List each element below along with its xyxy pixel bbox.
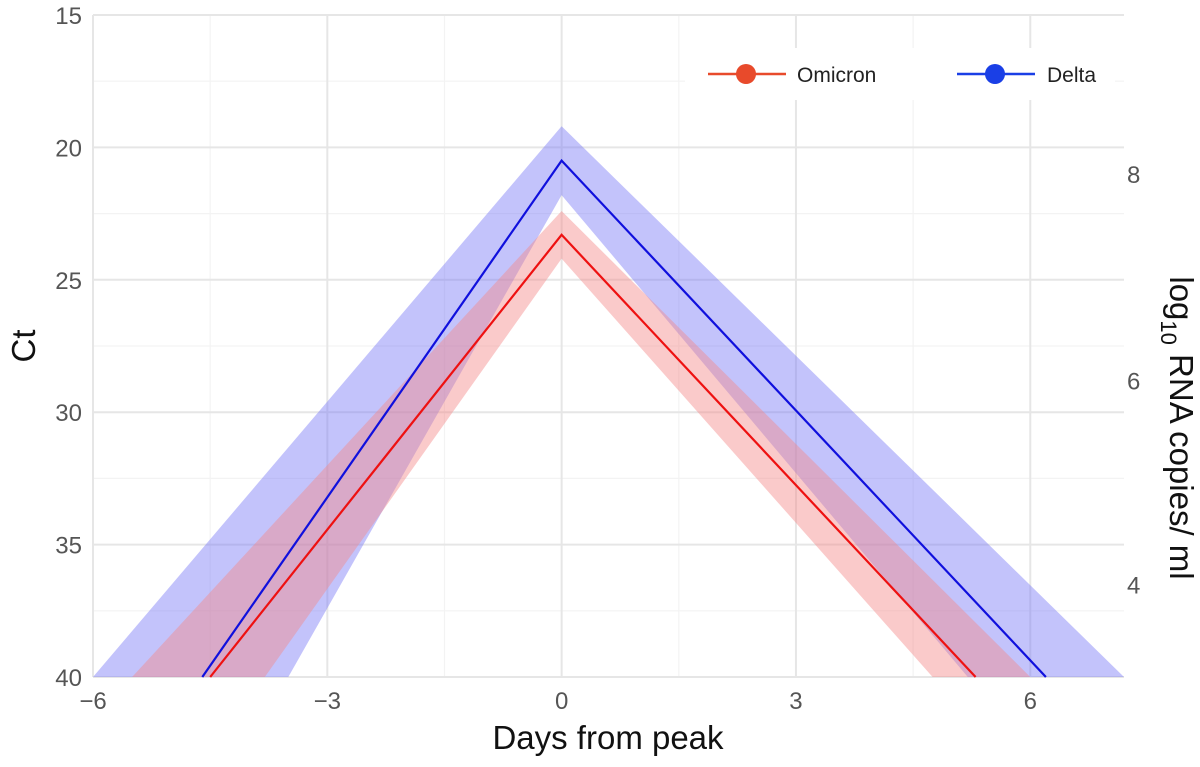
y-tick-label: 20	[55, 135, 82, 162]
line-omicron	[209, 233, 977, 678]
x-axis-title: Days from peak	[492, 719, 724, 756]
y2-tick-label: 4	[1127, 572, 1140, 599]
x-tick-label: 0	[555, 688, 568, 715]
y2-axis-title-subscript: 10	[1156, 320, 1181, 344]
band-delta	[93, 126, 1124, 677]
x-tick-label: 3	[789, 688, 802, 715]
y-tick-label: 35	[55, 533, 82, 560]
legend-marker-delta	[985, 64, 1005, 84]
band-omicron	[132, 211, 1031, 677]
line-delta	[201, 158, 1047, 678]
legend-label-omicron: Omicron	[797, 64, 876, 87]
grid-lines	[92, 14, 1124, 678]
y-tick-label: 25	[55, 268, 82, 295]
legend: Omicron Delta	[685, 48, 1115, 100]
x-tick-label: −3	[314, 688, 341, 715]
series-lines	[201, 158, 1047, 678]
legend-marker-omicron	[736, 64, 756, 84]
tick-labels: −6 −3 0 3 6 15 20 25 30 35 40 8 6 4	[55, 3, 1140, 715]
y2-axis-title-log: log	[1163, 276, 1200, 320]
y-tick-label: 40	[55, 665, 82, 692]
y2-axis-title-rest: RNA copies/ ml	[1163, 345, 1200, 580]
x-tick-label: −6	[79, 688, 106, 715]
y-tick-label: 30	[55, 400, 82, 427]
y2-axis-title: log10 RNA copies/ ml	[1156, 276, 1200, 579]
y2-tick-label: 6	[1127, 368, 1140, 395]
confidence-bands	[93, 126, 1124, 677]
y2-tick-label: 8	[1127, 162, 1140, 189]
y-tick-label: 15	[55, 3, 82, 30]
y-axis-title: Ct	[5, 330, 42, 363]
legend-label-delta: Delta	[1047, 64, 1096, 87]
x-tick-label: 6	[1024, 688, 1037, 715]
